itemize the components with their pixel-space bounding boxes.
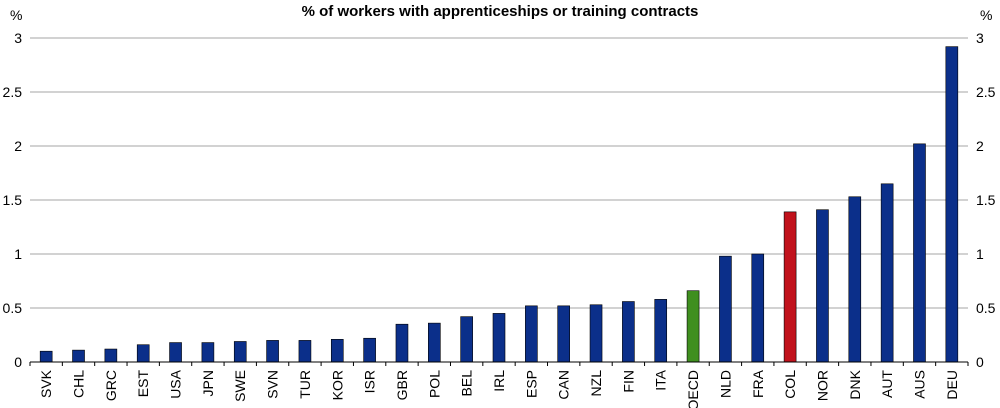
- x-tick-label-usa: USA: [168, 369, 184, 398]
- x-tick-label-gbr: GBR: [394, 370, 410, 400]
- x-tick-label-oecd: OECD: [685, 370, 701, 408]
- x-tick-label-kor: KOR: [329, 370, 345, 400]
- bar-isr: [363, 337, 376, 363]
- x-tick-label-ita: ITA: [653, 369, 669, 390]
- x-tick-label-bel: BEL: [459, 370, 475, 397]
- bar-swe: [233, 341, 247, 363]
- x-tick-label-nld: NLD: [717, 370, 733, 398]
- x-tick-label-aut: AUT: [879, 370, 895, 398]
- x-tick-label-tur: TUR: [297, 370, 313, 399]
- y-tick-label-left: 0: [14, 354, 22, 370]
- x-tick-label-fin: FIN: [620, 370, 636, 393]
- y-tick-label-left: 1.5: [3, 192, 23, 208]
- bar-grc: [104, 348, 118, 363]
- x-tick-label-svn: SVN: [265, 370, 281, 399]
- y-axis-ticks-right: 0 0.5 1 1.5 2 2.5 3: [976, 30, 996, 370]
- gridlines: [30, 37, 968, 309]
- bar-nld: [719, 255, 732, 363]
- y-tick-label-right: 0: [976, 354, 984, 370]
- y-tick-label-right: 2: [976, 138, 984, 154]
- x-tick-label-nor: NOR: [814, 370, 830, 401]
- bar-deu: [945, 46, 959, 363]
- y-axis-unit-left: %: [10, 7, 22, 23]
- bar-nzl: [589, 304, 603, 363]
- y-tick-label-right: 0.5: [976, 300, 996, 316]
- y-axis-ticks-left: 0 0.5 1 1.5 2 2.5 3: [3, 30, 23, 370]
- y-tick-label-right: 1: [976, 246, 984, 262]
- x-tick-label-deu: DEU: [944, 370, 960, 400]
- x-tick-label-chl: CHL: [71, 370, 87, 398]
- x-tick-label-fra: FRA: [750, 369, 766, 398]
- x-tick-label-jpn: JPN: [200, 370, 216, 396]
- bar-usa: [169, 342, 182, 363]
- bar-fin: [622, 301, 635, 363]
- bar-oecd: [686, 290, 700, 363]
- chart-title: % of workers with apprenticeships or tra…: [302, 3, 699, 20]
- x-tick-label-grc: GRC: [103, 370, 119, 401]
- bar-kor: [330, 339, 344, 363]
- bar-est: [136, 344, 150, 363]
- y-axis-unit-right: %: [980, 7, 992, 23]
- bar-nor: [816, 209, 829, 363]
- bar-ita: [654, 299, 668, 363]
- y-tick-label-right: 1.5: [976, 192, 996, 208]
- bar-aut: [880, 183, 894, 363]
- y-tick-label-left: 2.5: [3, 84, 23, 100]
- bar-chl: [72, 349, 85, 363]
- bar-pol: [428, 322, 441, 363]
- x-tick-label-dnk: DNK: [847, 369, 863, 399]
- bar-svk: [39, 350, 53, 363]
- bar-irl: [492, 313, 506, 363]
- bar-can: [557, 305, 570, 363]
- bar-tur: [298, 340, 312, 363]
- y-tick-label-left: 0.5: [3, 300, 23, 316]
- bar-dnk: [848, 196, 862, 363]
- y-tick-label-right: 3: [976, 30, 984, 46]
- x-tick-label-svk: SVK: [38, 369, 54, 398]
- bars: [39, 46, 959, 363]
- bar-aus: [913, 143, 926, 363]
- bar-col: [783, 211, 797, 363]
- y-tick-label-left: 3: [14, 30, 22, 46]
- y-tick-label-left: 1: [14, 246, 22, 262]
- bar-jpn: [201, 342, 215, 363]
- bar-esp: [525, 305, 538, 363]
- x-tick-label-esp: ESP: [523, 370, 539, 398]
- x-axis-ticks: SVK CHL GRC EST USA JPN SWE SVN TUR KOR ISR GBR POL B…: [29, 362, 969, 408]
- bar-fra: [751, 253, 765, 363]
- x-tick-label-irl: IRL: [491, 370, 507, 392]
- x-tick-label-pol: POL: [426, 370, 442, 398]
- bar-svn: [266, 340, 279, 363]
- y-tick-label-right: 2.5: [976, 84, 996, 100]
- x-tick-label-nzl: NZL: [588, 370, 604, 397]
- x-tick-label-swe: SWE: [232, 370, 248, 402]
- x-tick-label-est: EST: [135, 370, 151, 398]
- y-tick-label-left: 2: [14, 138, 22, 154]
- bar-gbr: [395, 323, 409, 363]
- x-tick-label-col: COL: [782, 370, 798, 399]
- x-tick-label-aus: AUS: [911, 370, 927, 399]
- bar-bel: [460, 316, 473, 363]
- x-tick-label-isr: ISR: [362, 370, 378, 393]
- x-tick-label-can: CAN: [556, 370, 572, 400]
